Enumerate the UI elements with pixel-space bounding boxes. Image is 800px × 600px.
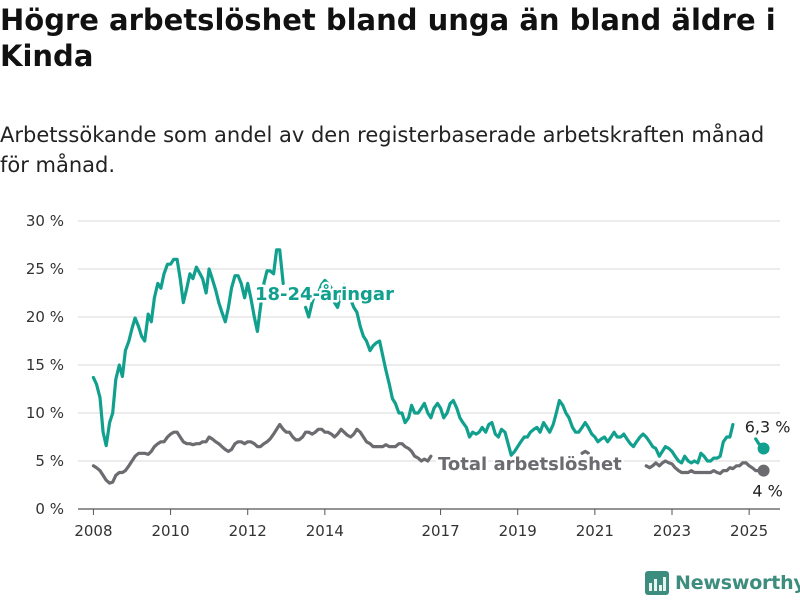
end-value-label-total: 4 % bbox=[752, 482, 782, 501]
y-tick-label: 25 % bbox=[26, 260, 64, 278]
x-tick-label: 2012 bbox=[229, 522, 267, 540]
series-line-youth bbox=[91, 248, 285, 448]
series-name-label: Total arbetslöshet bbox=[438, 454, 622, 475]
end-point-total bbox=[757, 464, 770, 477]
y-tick-label: 15 % bbox=[26, 356, 64, 374]
series-name-label: 18-24-åringar bbox=[255, 283, 394, 305]
x-tick-label: 2010 bbox=[151, 522, 189, 540]
bar-chart-logo-icon bbox=[645, 571, 669, 595]
end-point-youth bbox=[757, 442, 770, 455]
y-tick-label: 5 % bbox=[35, 452, 64, 470]
x-tick-label: 2008 bbox=[74, 522, 112, 540]
series-labels: 6,3 %4 %18-24-åringar18-24-åringarTotal … bbox=[253, 281, 791, 501]
end-value-label-youth: 6,3 % bbox=[745, 418, 791, 437]
series-name-halo: 18-24-åringar bbox=[255, 283, 394, 305]
y-tick-label: 10 % bbox=[26, 404, 64, 422]
x-tick-label: 2025 bbox=[730, 522, 768, 540]
series-name-halo: Total arbetslöshet bbox=[438, 454, 622, 475]
chart-title: Högre arbetslöshet bland unga än bland ä… bbox=[0, 3, 776, 73]
series-lines bbox=[91, 248, 770, 485]
x-axis: 2008 2010 2012 2014 2017 2019 2021 2023 2025 bbox=[74, 509, 768, 540]
x-tick-label: 2019 bbox=[499, 522, 537, 540]
y-axis: 0 % 5 % 10 % 15 % 20 % 25 % 30 % bbox=[26, 212, 64, 518]
y-tick-label: 0 % bbox=[35, 500, 64, 518]
series-line-total bbox=[580, 449, 590, 455]
y-tick-label: 20 % bbox=[26, 308, 64, 326]
x-tick-label: 2014 bbox=[306, 522, 344, 540]
series-line-total bbox=[644, 459, 767, 476]
series-line-youth bbox=[304, 278, 735, 465]
x-tick-label: 2023 bbox=[653, 522, 691, 540]
series-line-total bbox=[91, 422, 433, 485]
chart-subtitle: Arbetssökande som andel av den registerb… bbox=[0, 123, 765, 177]
brand-name: Newsworthy bbox=[675, 572, 800, 594]
y-tick-label: 30 % bbox=[26, 212, 64, 230]
x-tick-label: 2017 bbox=[421, 522, 459, 540]
x-tick-label: 2021 bbox=[576, 522, 614, 540]
brand-logo: Newsworthy bbox=[645, 569, 800, 597]
